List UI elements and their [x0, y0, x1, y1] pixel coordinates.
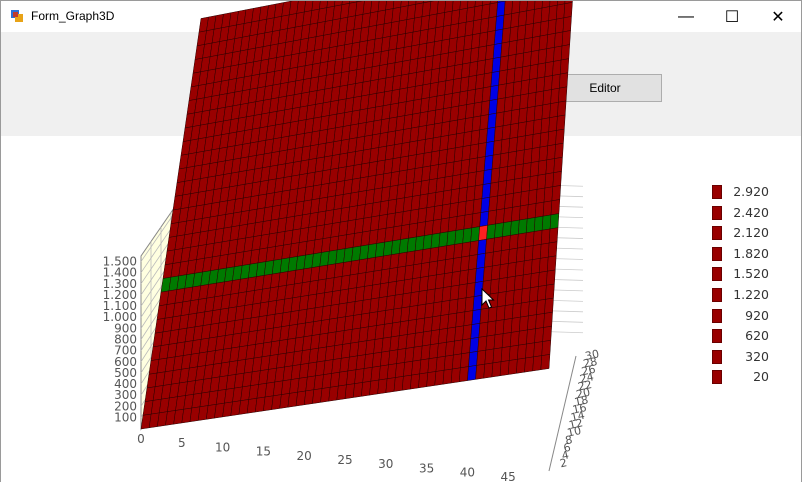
- minimize-button[interactable]: —: [663, 1, 709, 32]
- legend-label: 2.120: [719, 225, 769, 240]
- maximize-icon: ☐: [725, 7, 739, 27]
- maximize-button[interactable]: ☐: [709, 1, 755, 32]
- legend-label: 1.220: [719, 287, 769, 302]
- mouse-cursor-icon: [481, 288, 495, 310]
- legend-label: 620: [719, 328, 769, 343]
- window-title: Form_Graph3D: [31, 9, 114, 23]
- legend-label: 2.920: [719, 184, 769, 199]
- editor-button[interactable]: Editor: [548, 74, 662, 102]
- legend-label: 920: [719, 308, 769, 323]
- legend-label: 1.520: [719, 266, 769, 281]
- app-icon: [10, 9, 24, 23]
- chart-title: TeeChart: [311, 151, 372, 168]
- toolbar-panel: Editor: [1, 32, 801, 136]
- legend-label: 20: [719, 369, 769, 384]
- close-icon: ✕: [771, 7, 784, 27]
- close-button[interactable]: ✕: [755, 1, 801, 32]
- title-bar[interactable]: Form_Graph3D — ☐ ✕: [1, 1, 801, 32]
- minimize-icon: —: [678, 8, 694, 26]
- legend-label: 1.820: [719, 246, 769, 261]
- legend-label: 2.420: [719, 205, 769, 220]
- legend-label: 320: [719, 349, 769, 364]
- chart-area[interactable]: [1, 136, 801, 482]
